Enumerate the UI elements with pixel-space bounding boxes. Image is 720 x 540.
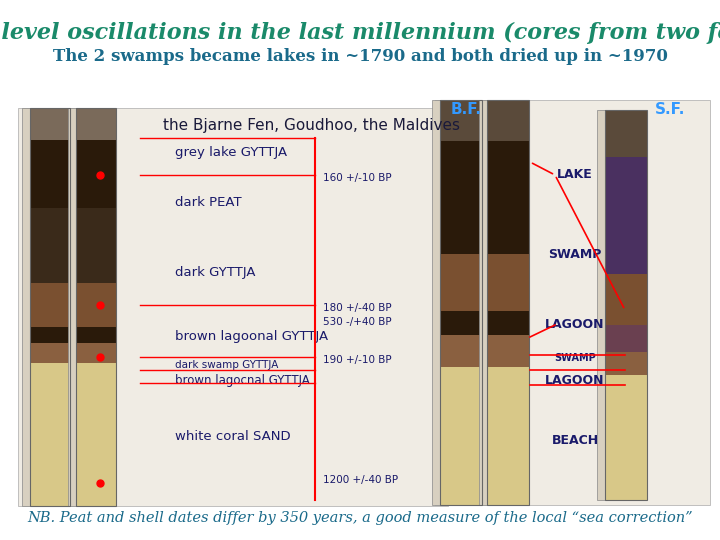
Bar bbox=[605, 375, 647, 500]
Bar bbox=[487, 367, 529, 505]
Text: LAGOON: LAGOON bbox=[545, 374, 605, 387]
Bar bbox=[76, 327, 116, 343]
Bar bbox=[76, 363, 116, 506]
Bar bbox=[487, 140, 529, 254]
Text: white coral SAND: white coral SAND bbox=[175, 430, 291, 443]
Bar bbox=[605, 352, 647, 375]
Bar bbox=[30, 108, 70, 506]
Bar bbox=[30, 343, 70, 363]
Bar bbox=[22, 108, 30, 506]
Bar bbox=[435, 100, 710, 505]
Bar bbox=[605, 110, 647, 500]
Bar bbox=[18, 108, 448, 506]
Bar bbox=[487, 335, 529, 367]
Text: Sea level oscillations in the last millennium (cores from two fens): Sea level oscillations in the last mille… bbox=[0, 22, 720, 44]
Bar bbox=[440, 100, 482, 140]
Text: 530 -/+40 BP: 530 -/+40 BP bbox=[323, 317, 392, 327]
Bar bbox=[605, 110, 647, 157]
Bar bbox=[487, 254, 529, 310]
Text: SWAMP: SWAMP bbox=[554, 353, 596, 363]
Text: 1200 +/-40 BP: 1200 +/-40 BP bbox=[323, 475, 398, 485]
Text: B.F.: B.F. bbox=[451, 102, 482, 117]
Text: 180 +/-40 BP: 180 +/-40 BP bbox=[323, 303, 392, 313]
Bar bbox=[76, 343, 116, 363]
Bar bbox=[432, 100, 440, 505]
Text: brown lagocnal GYTTJA: brown lagocnal GYTTJA bbox=[175, 374, 310, 387]
Text: 160 +/-10 BP: 160 +/-10 BP bbox=[323, 173, 392, 183]
Bar bbox=[76, 140, 116, 207]
Bar bbox=[487, 100, 529, 140]
Bar bbox=[440, 140, 482, 254]
Text: brown lagoonal GYTTJA: brown lagoonal GYTTJA bbox=[175, 330, 328, 343]
Text: the Bjarne Fen, Goudhoo, the Maldives: the Bjarne Fen, Goudhoo, the Maldives bbox=[163, 118, 460, 133]
Bar bbox=[605, 157, 647, 274]
Bar bbox=[479, 100, 487, 505]
Bar bbox=[30, 283, 70, 327]
Bar bbox=[30, 207, 70, 283]
Bar bbox=[76, 108, 116, 140]
Text: NB. Peat and shell dates differ by 350 years, a good measure of the local “sea c: NB. Peat and shell dates differ by 350 y… bbox=[27, 511, 693, 525]
Bar bbox=[30, 108, 70, 140]
Bar bbox=[440, 335, 482, 367]
Bar bbox=[440, 100, 482, 505]
Text: The 2 swamps became lakes in ~1790 and both dried up in ~1970: The 2 swamps became lakes in ~1790 and b… bbox=[53, 48, 667, 65]
Text: LAGOON: LAGOON bbox=[545, 319, 605, 332]
Bar bbox=[76, 108, 116, 506]
Text: S.F.: S.F. bbox=[654, 102, 685, 117]
Text: 190 +/-10 BP: 190 +/-10 BP bbox=[323, 355, 392, 365]
Text: grey lake GYTTJA: grey lake GYTTJA bbox=[175, 146, 287, 159]
Bar bbox=[30, 327, 70, 343]
Bar bbox=[597, 110, 605, 500]
Bar bbox=[487, 100, 529, 505]
Text: BEACH: BEACH bbox=[552, 434, 598, 447]
Text: dark swamp GYTTJA: dark swamp GYTTJA bbox=[175, 360, 279, 370]
Bar bbox=[30, 363, 70, 506]
Text: dark GYTTJA: dark GYTTJA bbox=[175, 266, 256, 279]
Bar bbox=[605, 274, 647, 325]
Bar bbox=[440, 367, 482, 505]
Bar bbox=[68, 108, 76, 506]
Bar bbox=[487, 310, 529, 335]
Bar bbox=[605, 325, 647, 352]
Bar bbox=[76, 207, 116, 283]
Bar bbox=[440, 254, 482, 310]
Text: dark PEAT: dark PEAT bbox=[175, 196, 242, 209]
Text: SWAMP: SWAMP bbox=[549, 248, 602, 261]
Bar bbox=[440, 310, 482, 335]
Bar bbox=[76, 283, 116, 327]
Bar bbox=[30, 140, 70, 207]
Text: LAKE: LAKE bbox=[557, 168, 593, 181]
